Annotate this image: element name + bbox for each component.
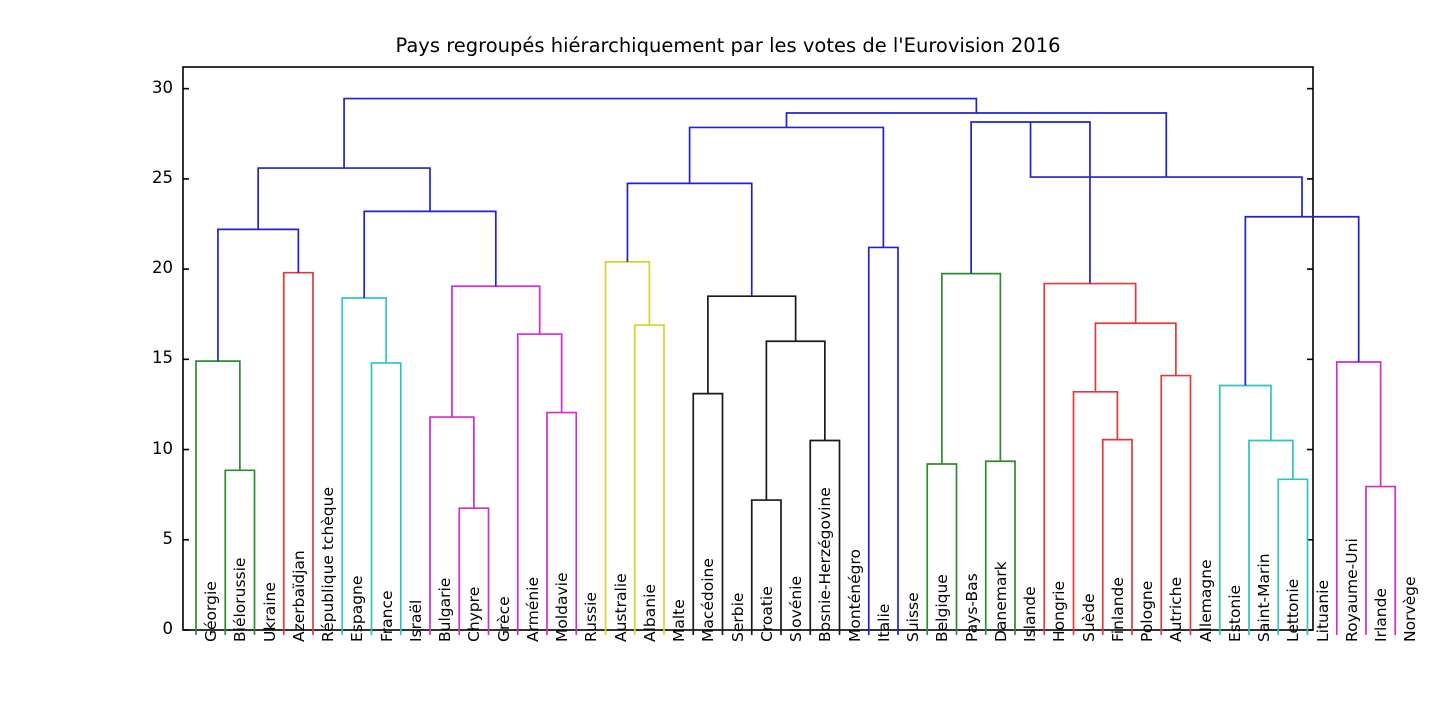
dendrogram-link (341, 297, 387, 630)
dendrogram-links (195, 97, 1397, 630)
dendrogram-link (633, 324, 665, 630)
dendrogram-link (546, 411, 578, 630)
dendrogram-link (1094, 322, 1177, 392)
dendrogram-link (984, 460, 1016, 630)
dendrogram-link (458, 507, 490, 630)
y-axis-tick-label: 15 (152, 348, 173, 368)
dendrogram-link (257, 167, 431, 230)
dendrogram-link (707, 295, 797, 394)
dendrogram-link (195, 360, 241, 630)
dendrogram-link (692, 392, 724, 630)
dendrogram-link (224, 469, 256, 630)
dendrogram-link (451, 285, 541, 418)
axes-frame (182, 66, 1314, 631)
dendrogram-link (926, 463, 958, 630)
dendrogram-link (282, 271, 314, 630)
y-axis-tick-label: 30 (152, 77, 173, 97)
dendrogram-link (429, 416, 475, 630)
dendrogram-link (217, 228, 300, 362)
dendrogram-link (626, 182, 753, 297)
dendrogram-link (765, 340, 826, 501)
dendrogram-link (1160, 374, 1192, 630)
y-axis-tick-label: 0 (162, 619, 174, 638)
dendrogram-link (941, 272, 1002, 464)
dendrogram-link (1335, 361, 1382, 630)
dendrogram-link (750, 499, 782, 630)
y-axis-ticks (183, 87, 1313, 631)
dendrogram-link (1365, 485, 1397, 630)
dendrogram-link (1244, 215, 1360, 386)
dendrogram-link (370, 362, 402, 630)
dendrogram-link (516, 333, 563, 630)
dendrogram-link (343, 97, 978, 169)
y-axis-tick-label: 25 (152, 167, 173, 187)
y-axis-tick-label: 20 (152, 258, 173, 278)
dendrogram-link (1248, 439, 1294, 630)
dendrogram-link (1029, 122, 1303, 217)
dendrogram-link (363, 210, 497, 298)
dendrogram-link (688, 126, 885, 248)
dendrogram-link (1101, 438, 1133, 630)
x-axis-ticks (195, 630, 1397, 635)
dendrogram-link (604, 261, 651, 630)
y-axis-tick-label: 10 (152, 438, 173, 458)
dendrogram-link (1043, 282, 1137, 630)
y-axis-tick-label: 5 (162, 528, 174, 548)
dendrogram-link (1072, 390, 1119, 630)
dendrogram-link (1277, 478, 1309, 630)
dendrogram-link (867, 246, 899, 630)
dendrogram-link (809, 439, 841, 630)
chart-title: Pays regroupés hiérarchiquement par les … (395, 34, 1061, 57)
dendrogram-link (1218, 384, 1272, 630)
